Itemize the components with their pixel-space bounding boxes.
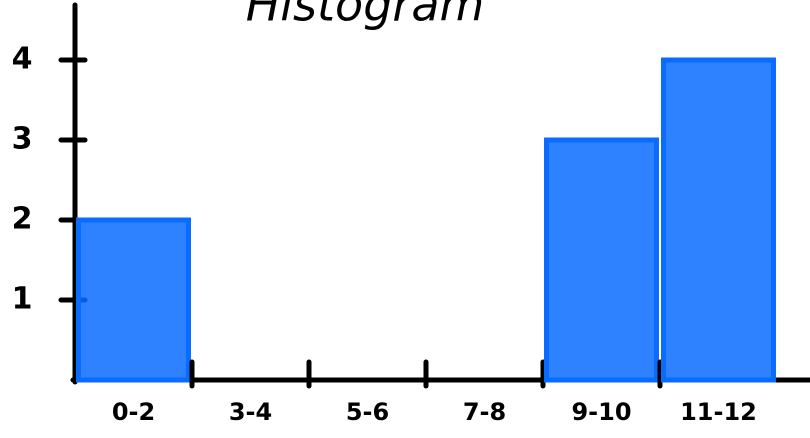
- chart: Histogram 1 2 3 4 0-2 3-4 5-6 7-8 9-10 11-12: [0, 0, 810, 438]
- x-tick-label: 11-12: [680, 398, 757, 426]
- y-tick-label: 4: [12, 42, 33, 77]
- x-tick-label: 9-10: [571, 398, 631, 426]
- x-tick-label: 0-2: [112, 398, 155, 426]
- bar: [547, 140, 657, 380]
- chart-title: Histogram: [246, 0, 485, 32]
- bar: [79, 220, 189, 380]
- y-tick-label: 1: [12, 282, 33, 317]
- y-tick-label: 3: [12, 122, 33, 157]
- y-tick-label: 2: [12, 202, 33, 237]
- x-tick-label: 7-8: [463, 398, 506, 426]
- x-tick-label: 5-6: [346, 398, 389, 426]
- bar: [664, 60, 774, 380]
- x-tick-label: 3-4: [229, 398, 272, 426]
